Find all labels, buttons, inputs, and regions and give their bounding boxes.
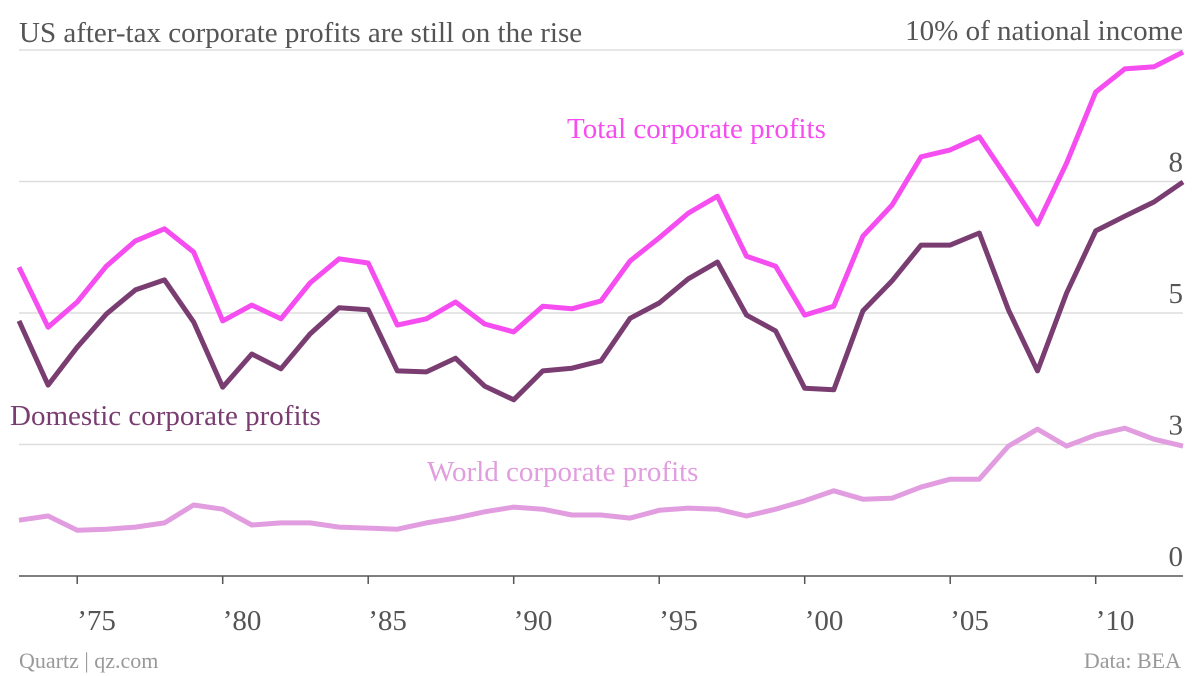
x-tick-label: ’05: [950, 605, 989, 637]
x-tick-label: ’80: [223, 605, 262, 637]
x-tick-label: ’75: [77, 605, 116, 637]
x-tick-label: ’90: [514, 605, 553, 637]
y-tick-label: 8: [1169, 147, 1184, 179]
x-tick-label: ’10: [1096, 605, 1135, 637]
x-tick-label: ’00: [805, 605, 844, 637]
y-tick-label: 5: [1169, 278, 1184, 310]
y-tick-label: 0: [1169, 541, 1184, 573]
series-label: Domestic corporate profits: [10, 400, 321, 432]
credit: Quartz | qz.com: [19, 648, 158, 673]
series-line: [16, 49, 1185, 335]
series-line: [16, 179, 1185, 403]
x-tick-label: ’95: [659, 605, 698, 637]
x-tick-label: ’85: [368, 605, 407, 637]
y-tick-label: 10% of national income: [905, 15, 1183, 47]
chart-title: US after-tax corporate profits are still…: [19, 17, 582, 49]
series-label: Total corporate profits: [567, 113, 826, 145]
series-line: [18, 425, 1184, 533]
source: Data: BEA: [1084, 648, 1181, 673]
series-label: World corporate profits: [427, 456, 698, 488]
y-tick-label: 3: [1169, 410, 1184, 442]
